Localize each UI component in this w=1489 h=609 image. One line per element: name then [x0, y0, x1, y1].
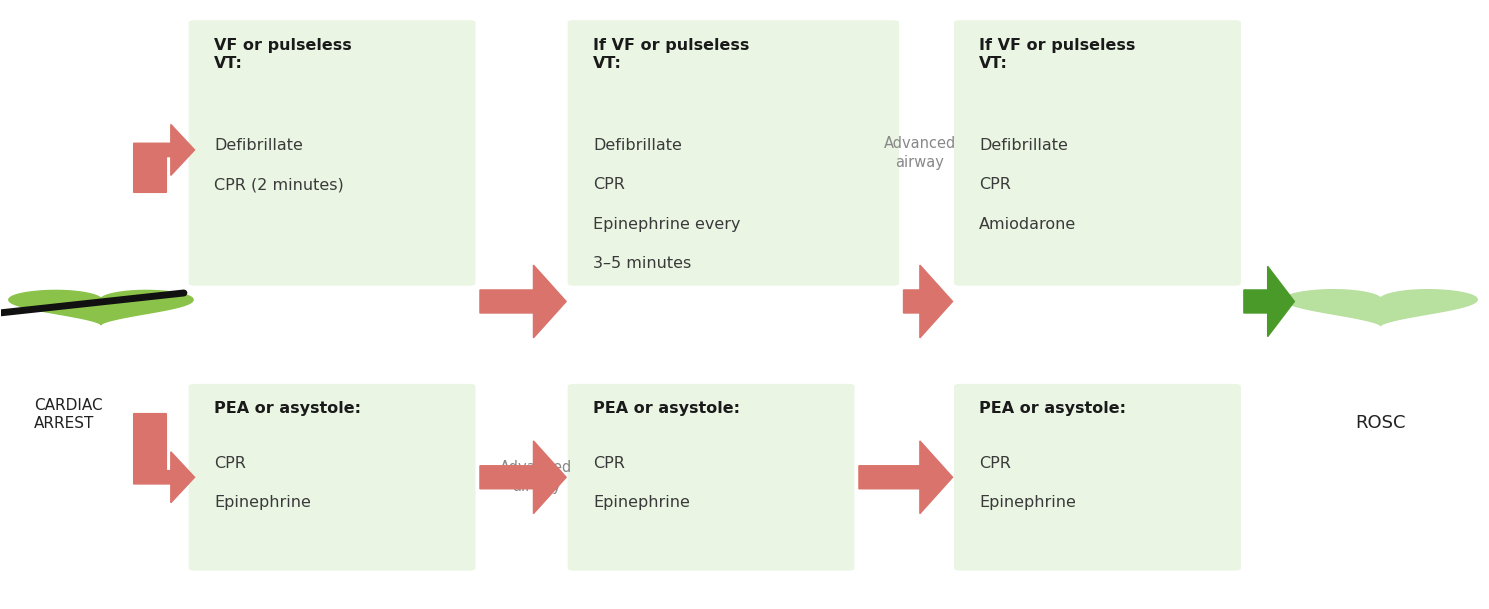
FancyBboxPatch shape — [954, 384, 1240, 571]
Text: PEA or asystole:: PEA or asystole: — [593, 401, 740, 417]
Polygon shape — [479, 441, 566, 513]
Text: Defibrillate: Defibrillate — [980, 138, 1068, 153]
Text: Amiodarone: Amiodarone — [980, 217, 1077, 231]
FancyBboxPatch shape — [954, 20, 1240, 286]
Text: Epinephrine: Epinephrine — [980, 496, 1077, 510]
Text: 3–5 minutes: 3–5 minutes — [593, 256, 691, 271]
FancyBboxPatch shape — [189, 20, 475, 286]
Text: CPR: CPR — [593, 456, 625, 471]
Text: CPR: CPR — [214, 456, 246, 471]
Polygon shape — [1243, 266, 1294, 337]
Text: PEA or asystole:: PEA or asystole: — [214, 401, 360, 417]
Text: PEA or asystole:: PEA or asystole: — [980, 401, 1126, 417]
Polygon shape — [134, 124, 195, 192]
Text: Epinephrine: Epinephrine — [593, 496, 689, 510]
Text: ROSC: ROSC — [1355, 414, 1406, 432]
Polygon shape — [479, 265, 566, 338]
Text: Epinephrine: Epinephrine — [214, 496, 311, 510]
Polygon shape — [9, 290, 194, 325]
Text: CARDIAC
ARREST: CARDIAC ARREST — [34, 398, 103, 431]
FancyBboxPatch shape — [189, 384, 475, 571]
FancyBboxPatch shape — [567, 20, 899, 286]
Text: CPR: CPR — [980, 456, 1011, 471]
Polygon shape — [1284, 290, 1477, 326]
Text: Defibrillate: Defibrillate — [214, 138, 302, 153]
Polygon shape — [134, 414, 195, 503]
Text: CPR: CPR — [593, 177, 625, 192]
Text: If VF or pulseless
VT:: If VF or pulseless VT: — [980, 38, 1136, 71]
Text: If VF or pulseless
VT:: If VF or pulseless VT: — [593, 38, 749, 71]
Text: Advanced
airway: Advanced airway — [884, 136, 956, 170]
Polygon shape — [859, 441, 953, 513]
Text: CPR (2 minutes): CPR (2 minutes) — [214, 177, 344, 192]
Text: VF or pulseless
VT:: VF or pulseless VT: — [214, 38, 351, 71]
Text: Epinephrine every: Epinephrine every — [593, 217, 740, 231]
Text: CPR: CPR — [980, 177, 1011, 192]
Text: Advanced
airway: Advanced airway — [500, 460, 573, 494]
FancyBboxPatch shape — [567, 384, 855, 571]
Polygon shape — [904, 265, 953, 338]
Text: Defibrillate: Defibrillate — [593, 138, 682, 153]
